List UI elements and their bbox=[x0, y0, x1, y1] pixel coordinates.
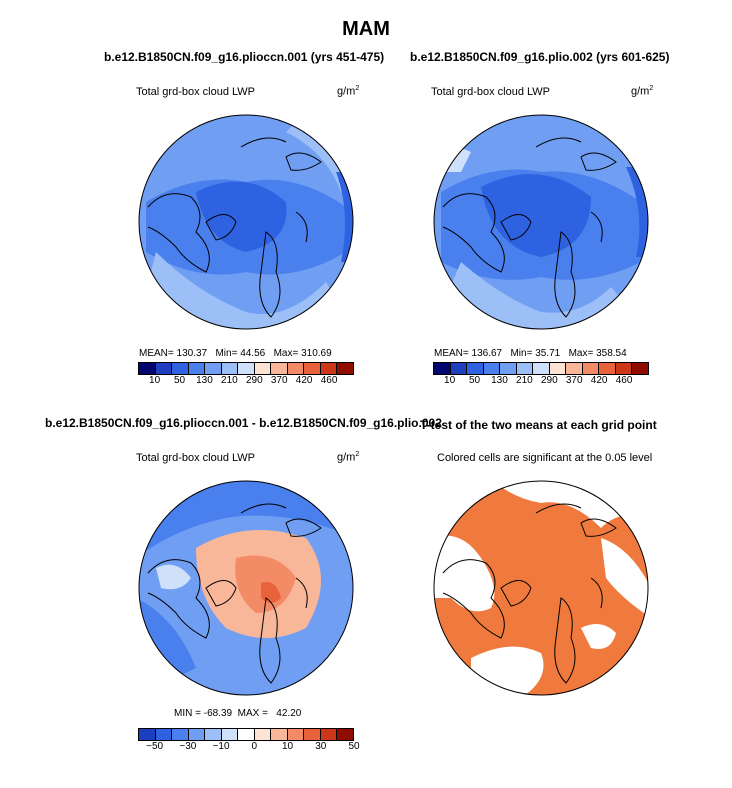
colorbar-tick-label: 130 bbox=[196, 375, 213, 386]
panel3-map bbox=[138, 480, 354, 696]
colorbar-tick-label: 50 bbox=[348, 741, 360, 752]
colorbar-swatch bbox=[533, 363, 550, 374]
colorbar-swatch bbox=[139, 729, 156, 740]
panel3-stats: MIN = -68.39 MAX = 42.20 bbox=[174, 708, 302, 719]
colorbar-tick-label: 420 bbox=[590, 375, 608, 386]
colorbar-swatch bbox=[304, 363, 321, 374]
colorbar-swatch bbox=[434, 363, 451, 374]
colorbar-swatch bbox=[337, 363, 353, 374]
figure-title: MAM bbox=[342, 18, 390, 40]
colorbar-swatch bbox=[500, 363, 517, 374]
colorbar-swatch bbox=[615, 363, 633, 374]
colorbar-tick-label: 460 bbox=[320, 375, 338, 386]
panel3-units: g/m2 bbox=[337, 451, 360, 464]
panel1-units: g/m2 bbox=[337, 85, 360, 98]
colorbar-swatch bbox=[188, 729, 206, 740]
colorbar-swatch bbox=[450, 363, 468, 374]
colorbar-swatch bbox=[549, 363, 567, 374]
colorbar-swatch bbox=[254, 363, 272, 374]
colorbar-tick-label: 210 bbox=[221, 375, 238, 386]
panel1-colorbar: 10 50 130 210 290 370 420 460 bbox=[138, 362, 354, 387]
colorbar-swatch bbox=[320, 729, 338, 740]
colorbar-swatch bbox=[582, 363, 600, 374]
colorbar-tick-label: −10 bbox=[212, 741, 230, 752]
colorbar-swatch bbox=[337, 729, 353, 740]
colorbar-tick-label: 210 bbox=[516, 375, 533, 386]
panel2-map bbox=[433, 114, 649, 330]
colorbar-swatch bbox=[566, 363, 583, 374]
colorbar-swatch bbox=[238, 363, 255, 374]
colorbar-tick-label: 30 bbox=[315, 741, 327, 752]
colorbar-tick-label: 420 bbox=[295, 375, 313, 386]
colorbar-tick-label: 460 bbox=[615, 375, 633, 386]
panel2-variable: Total grd-box cloud LWP bbox=[431, 86, 551, 98]
colorbar-swatch bbox=[155, 729, 173, 740]
panel4-variable: Colored cells are significant at the 0.0… bbox=[437, 452, 653, 464]
colorbar-swatch bbox=[155, 363, 173, 374]
panel1-map bbox=[138, 114, 354, 330]
colorbar-swatch bbox=[254, 729, 272, 740]
colorbar-swatch bbox=[172, 729, 189, 740]
colorbar-swatch bbox=[320, 363, 338, 374]
colorbar-swatch bbox=[304, 729, 321, 740]
colorbar-swatch bbox=[516, 363, 534, 374]
colorbar-tick-label: 50 bbox=[173, 375, 186, 386]
colorbar-swatch bbox=[221, 363, 239, 374]
colorbar-tick-label: 290 bbox=[540, 375, 558, 386]
colorbar-swatch bbox=[205, 363, 222, 374]
colorbar-tick-label: −30 bbox=[179, 741, 197, 752]
colorbar-tick-label: 370 bbox=[270, 375, 288, 386]
panel2-colorbar: 10 50 130 210 290 370 420 460 bbox=[433, 362, 649, 387]
panel2-stats: MEAN= 136.67 Min= 35.71 Max= 358.54 bbox=[434, 348, 627, 359]
colorbar-tick-label: 290 bbox=[245, 375, 263, 386]
panel3-variable: Total grd-box cloud LWP bbox=[136, 452, 256, 464]
panel4-map bbox=[433, 480, 649, 696]
colorbar-swatch bbox=[632, 363, 648, 374]
colorbar-swatch bbox=[172, 363, 189, 374]
panel1-stats: MEAN= 130.37 Min= 44.56 Max= 310.69 bbox=[139, 348, 332, 359]
colorbar-tick-label: 10 bbox=[149, 375, 161, 386]
colorbar-swatch bbox=[238, 729, 255, 740]
colorbar-swatch bbox=[188, 363, 206, 374]
panel2-heading: b.e12.B1850CN.f09_g16.plio.002 (yrs 601-… bbox=[410, 50, 670, 64]
panel1-variable: Total grd-box cloud LWP bbox=[136, 86, 256, 98]
colorbar-swatch bbox=[287, 729, 305, 740]
panel3-heading: b.e12.B1850CN.f09_g16.plioccn.001 - b.e1… bbox=[45, 416, 442, 430]
colorbar-tick-label: 130 bbox=[491, 375, 508, 386]
colorbar-swatch bbox=[599, 363, 616, 374]
colorbar-swatch bbox=[221, 729, 239, 740]
colorbar-swatch bbox=[205, 729, 222, 740]
colorbar-swatch bbox=[271, 729, 288, 740]
colorbar-tick-label: −50 bbox=[146, 741, 164, 752]
colorbar-tick-label: 10 bbox=[444, 375, 456, 386]
colorbar-swatch bbox=[271, 363, 288, 374]
panel3-colorbar: −50 −30 −10 0 10 30 50 bbox=[138, 728, 360, 753]
panel4-heading: T-test of the two means at each grid poi… bbox=[420, 418, 657, 432]
colorbar-swatch bbox=[483, 363, 501, 374]
colorbar-swatch bbox=[139, 363, 156, 374]
colorbar-tick-label: 50 bbox=[468, 375, 481, 386]
colorbar-swatch bbox=[287, 363, 305, 374]
colorbar-tick-label: 0 bbox=[251, 741, 258, 752]
colorbar-tick-label: 10 bbox=[281, 741, 294, 752]
colorbar-swatch bbox=[467, 363, 484, 374]
panel1-heading: b.e12.B1850CN.f09_g16.plioccn.001 (yrs 4… bbox=[104, 50, 385, 64]
panel2-units: g/m2 bbox=[631, 85, 654, 98]
colorbar-tick-label: 370 bbox=[565, 375, 583, 386]
